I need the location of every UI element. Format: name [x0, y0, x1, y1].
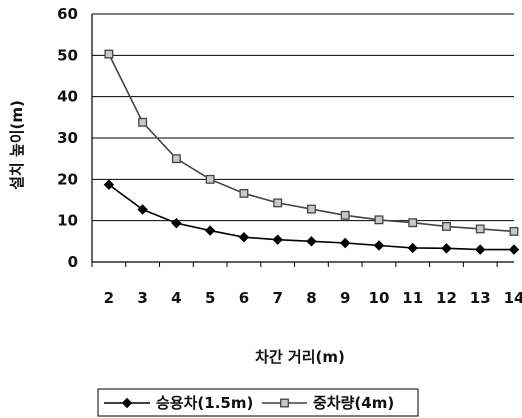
- data-point: [306, 236, 317, 247]
- x-tick-label: 11: [402, 289, 423, 307]
- x-tick-label: 14: [504, 289, 522, 307]
- data-point: [238, 231, 250, 243]
- data-point: [171, 154, 181, 164]
- y-axis-title: 설치 높이(m): [8, 100, 26, 190]
- x-tick-label: 8: [306, 289, 316, 307]
- y-tick-labels: 0 10 20 30 40 50 60: [57, 5, 78, 271]
- data-point: [204, 225, 216, 236]
- y-tick-label: 10: [57, 212, 78, 230]
- x-tick-label: 9: [340, 289, 350, 307]
- series-group: [103, 49, 520, 255]
- data-point: [475, 244, 486, 255]
- data-point: [408, 218, 418, 228]
- data-point: [442, 222, 451, 231]
- data-point: [103, 179, 115, 190]
- legend-box: [97, 388, 419, 417]
- y-tick-label: 0: [68, 253, 78, 271]
- data-point: [340, 210, 350, 220]
- series-1: [103, 179, 520, 255]
- legend-entry-2: 중차량(4m): [262, 394, 394, 412]
- x-tick-label: 2: [104, 289, 114, 307]
- data-point: [509, 226, 519, 236]
- data-point: [273, 198, 283, 208]
- x-tick-label: 7: [272, 289, 282, 307]
- data-point: [339, 237, 351, 249]
- legend: 승용차(1.5m) 중차량(4m): [97, 388, 419, 417]
- legend-entry-1: 승용차(1.5m): [104, 394, 253, 412]
- x-axis-title: 차간 거리(m): [255, 348, 345, 366]
- data-point: [272, 234, 283, 245]
- x-tick-label: 4: [171, 289, 181, 307]
- gridlines: [92, 13, 514, 222]
- y-tick-label: 40: [57, 88, 78, 106]
- data-point: [137, 204, 148, 215]
- x-tick-label: 10: [369, 289, 390, 307]
- x-tick-label: 3: [137, 289, 147, 307]
- y-tick-label: 30: [57, 129, 78, 147]
- data-point: [306, 204, 316, 214]
- y-tick-label: 50: [57, 46, 78, 64]
- data-point: [508, 244, 520, 255]
- data-point: [205, 174, 215, 184]
- y-tick-label: 60: [57, 5, 78, 23]
- series-2: [104, 49, 519, 236]
- legend-label: 중차량(4m): [313, 394, 394, 412]
- data-point: [373, 240, 385, 251]
- legend-label: 승용차(1.5m): [156, 394, 253, 412]
- legend-marker: [280, 398, 289, 408]
- x-tick-label: 6: [239, 289, 249, 307]
- x-tick-labels: 2 3 4 5 6 7 8 9 10 11 12 13 14: [104, 289, 522, 307]
- data-point: [441, 243, 452, 254]
- legend-marker: [121, 397, 133, 409]
- data-point: [171, 217, 182, 229]
- data-point: [138, 117, 148, 127]
- data-point: [374, 215, 384, 225]
- x-tick-label: 12: [436, 289, 457, 307]
- x-tick-label: 5: [205, 289, 215, 307]
- data-point: [239, 188, 249, 198]
- data-point: [407, 242, 418, 254]
- x-tick-label: 13: [470, 289, 491, 307]
- y-tick-label: 20: [57, 170, 78, 188]
- data-point: [475, 224, 485, 234]
- data-point: [104, 49, 114, 59]
- axes: [91, 14, 514, 267]
